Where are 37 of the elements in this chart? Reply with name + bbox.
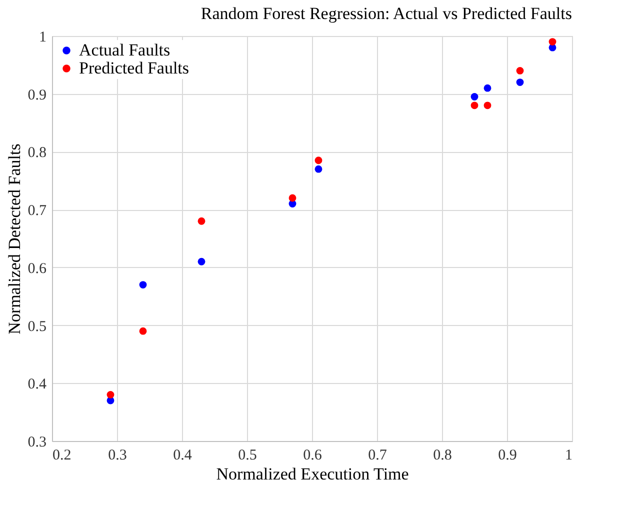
point — [470, 93, 478, 100]
x-tick-label: 0.4 — [173, 448, 192, 464]
point — [106, 391, 114, 398]
point — [470, 102, 478, 110]
point — [484, 84, 492, 92]
point — [314, 165, 322, 173]
x-tick-label: 0.3 — [108, 448, 127, 464]
point — [516, 67, 524, 74]
x-tick-label: 0.8 — [433, 448, 452, 464]
x-tick-label: 0.7 — [368, 448, 388, 464]
point — [139, 281, 147, 288]
y-tick-label: 0.3 — [28, 434, 46, 450]
chart-title: Random Forest Regression: Actual vs Predicted Faults — [200, 4, 572, 23]
point — [548, 38, 556, 46]
legend-label: Predicted Faults — [79, 58, 190, 78]
y-tick-label: 0.7 — [28, 203, 47, 220]
point — [484, 102, 492, 110]
x-tick-label: 0.2 — [52, 448, 72, 464]
y-tick-label: 0.6 — [28, 260, 47, 277]
x-tick-label: 0.9 — [498, 448, 517, 464]
y-tick-label: 1 — [39, 30, 46, 46]
y-tick-label: 0.8 — [28, 145, 46, 162]
point — [198, 258, 206, 266]
y-tick-label: 0.4 — [28, 376, 47, 393]
x-tick-label: 0.5 — [238, 448, 257, 464]
point — [516, 78, 524, 86]
x-tick-label: 0.6 — [303, 448, 322, 464]
y-axis-title: Normalized Detected Faults — [4, 144, 24, 334]
x-axis-title: Normalized Execution Time — [216, 464, 409, 484]
point — [139, 327, 147, 335]
point — [314, 156, 322, 164]
y-tick-label: 0.9 — [28, 87, 46, 104]
point — [198, 217, 206, 225]
y-tick-label: 0.5 — [28, 318, 46, 335]
x-tick-label: 1 — [565, 448, 572, 464]
point — [288, 194, 296, 202]
legend-label: Actual Faults — [79, 40, 170, 60]
